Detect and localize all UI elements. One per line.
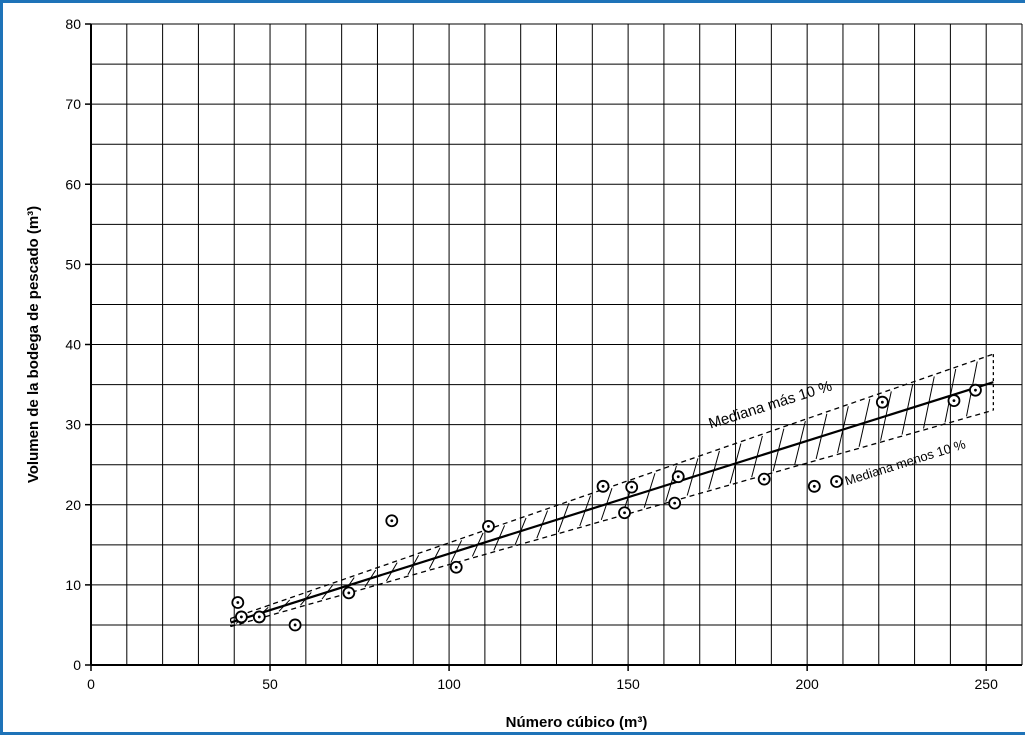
data-point	[252, 610, 266, 624]
data-point	[947, 394, 961, 407]
y-tick-label: 30	[65, 417, 81, 433]
data-point	[625, 480, 639, 494]
y-tick-label: 60	[65, 176, 81, 192]
data-point-dot	[952, 399, 956, 402]
data-point-dot	[676, 475, 680, 479]
band-hatching	[235, 361, 978, 624]
data-point	[757, 472, 771, 486]
data-point	[342, 586, 356, 600]
y-tick-label: 40	[65, 337, 81, 353]
data-point-dot	[673, 501, 677, 505]
x-tick-labels: 0 50 100 150 200 250	[87, 676, 998, 692]
data-point-dot	[601, 484, 605, 488]
data-point-dot	[630, 485, 634, 489]
data-point-dot	[487, 524, 490, 528]
data-point	[449, 560, 463, 574]
data-point-dot	[880, 400, 884, 404]
annotation-lower: Mediana menos 10 %	[843, 436, 968, 488]
x-tick-label: 150	[616, 676, 640, 692]
data-point	[288, 618, 302, 632]
lower-band-line	[230, 409, 994, 628]
y-tick-label: 50	[65, 256, 81, 272]
x-axis-title: Número cúbico (m³)	[506, 714, 648, 731]
x-tick-label: 250	[975, 676, 999, 692]
data-point	[482, 519, 495, 533]
data-point	[668, 496, 682, 510]
data-point-dot	[454, 565, 458, 569]
median-line	[230, 381, 994, 624]
data-point-dot	[347, 591, 351, 595]
data-point	[969, 383, 982, 397]
tolerance-band	[229, 353, 995, 628]
axes	[85, 23, 1022, 671]
y-tick-label: 20	[65, 497, 81, 513]
data-point-dot	[293, 623, 297, 627]
data-point	[618, 506, 631, 520]
data-point-dot	[974, 388, 977, 392]
data-point-dot	[812, 484, 816, 488]
y-tick-label: 10	[65, 577, 81, 593]
data-point	[875, 395, 889, 409]
data-point	[231, 596, 245, 609]
y-tick-label: 70	[65, 96, 81, 112]
x-tick-label: 0	[87, 676, 95, 692]
data-point-dot	[257, 615, 261, 619]
data-point-dot	[762, 477, 766, 481]
grid	[91, 23, 1023, 665]
x-tick-label: 50	[262, 676, 278, 692]
data-point-dot	[239, 615, 243, 619]
data-points	[231, 383, 982, 632]
data-point	[234, 610, 248, 624]
data-point	[385, 514, 399, 528]
annotation-marker-dot	[835, 480, 838, 483]
y-tick-labels: 0 10 20 30 40 50 60 70 80	[65, 16, 81, 673]
data-point-dot	[236, 601, 240, 604]
data-point	[807, 479, 821, 493]
data-point	[671, 470, 685, 484]
x-tick-label: 100	[437, 676, 461, 692]
data-point	[596, 479, 610, 493]
y-axis-title: Volumen de la bodega de pescado (m³)	[25, 206, 42, 483]
data-point-dot	[623, 511, 626, 515]
data-point-dot	[390, 519, 394, 523]
y-tick-label: 0	[73, 657, 81, 673]
y-tick-label: 80	[65, 16, 81, 32]
annotation-marker	[830, 475, 843, 488]
x-tick-label: 200	[795, 676, 819, 692]
